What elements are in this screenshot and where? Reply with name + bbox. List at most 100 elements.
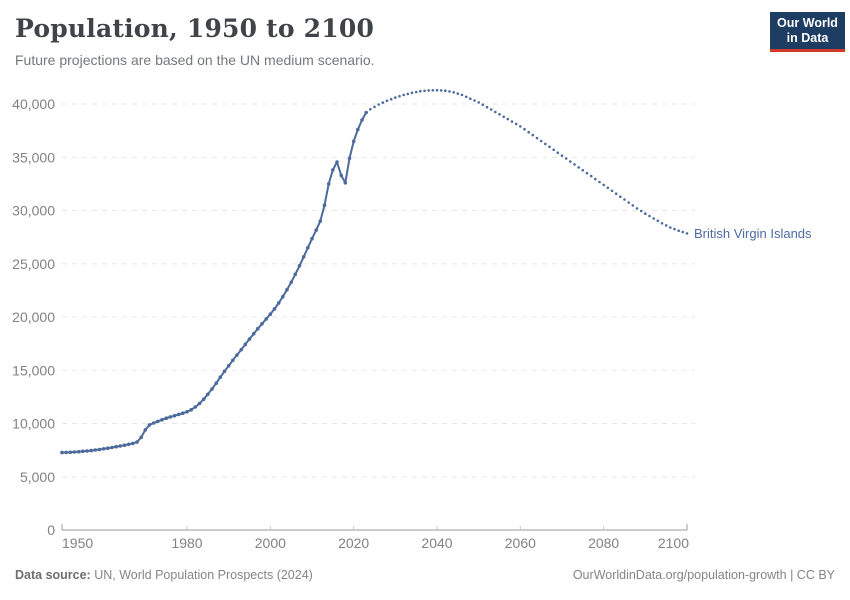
data-point-marker (226, 364, 231, 368)
data-point-marker (151, 421, 156, 425)
data-point-marker (235, 353, 239, 357)
data-point-marker (118, 444, 123, 448)
projection-dot (506, 117, 510, 121)
data-point-marker (297, 264, 302, 268)
data-point-marker (255, 326, 260, 331)
projection-dot (477, 101, 481, 104)
projection-dot (389, 97, 393, 101)
data-point-marker (189, 408, 193, 412)
projection-dot (623, 198, 626, 201)
projection-dot (581, 168, 585, 172)
projection-dot (502, 115, 506, 119)
x-tick-label: 2100 (658, 535, 689, 551)
projection-dot (494, 110, 497, 114)
chart-subtitle: Future projections are based on the UN m… (15, 52, 375, 68)
projection-dot (619, 195, 622, 198)
projection-dot (448, 90, 451, 93)
y-tick-label: 30,000 (12, 203, 55, 219)
projection-dot (548, 145, 551, 149)
projection-dot (489, 108, 493, 111)
projection-dot (514, 122, 518, 126)
data-point-marker (351, 139, 356, 144)
projection-dot (644, 212, 647, 215)
data-source-text: UN, World Population Prospects (2024) (90, 568, 313, 582)
data-point-marker (60, 450, 64, 455)
data-point-marker (160, 418, 164, 422)
population-line-estimates[interactable] (61, 111, 368, 454)
projection-dot (373, 105, 376, 109)
projection-dot (560, 154, 564, 157)
y-tick-label: 20,000 (12, 309, 55, 325)
projection-dot (381, 101, 385, 104)
projection-dot (627, 201, 630, 204)
x-tick-label: 2060 (505, 535, 536, 551)
data-point-marker (306, 246, 310, 250)
owid-logo-text-line1: Our World (777, 16, 838, 30)
projection-dot (527, 130, 530, 134)
data-point-marker (214, 381, 218, 386)
projection-dot (394, 96, 397, 99)
projection-dot (385, 99, 389, 103)
data-point-marker (314, 228, 319, 232)
projection-dot (427, 89, 431, 92)
data-point-marker (131, 441, 135, 446)
data-point-marker (285, 287, 289, 292)
data-point-marker (106, 446, 110, 451)
data-point-marker (318, 219, 323, 223)
y-tick-label: 35,000 (12, 149, 55, 165)
page-title: Population, 1950 to 2100 (15, 14, 375, 43)
projection-dot (402, 93, 406, 97)
projection-dot (535, 136, 539, 140)
entity-label[interactable]: British Virgin Islands (694, 226, 812, 241)
data-point-marker (201, 397, 206, 402)
projection-dot (685, 232, 689, 235)
data-point-marker (364, 110, 369, 115)
data-point-marker (247, 337, 252, 341)
x-tick-label: 2040 (421, 535, 452, 551)
projection-dot (552, 148, 555, 152)
owid-logo[interactable]: Our World in Data (770, 12, 845, 52)
projection-dot (556, 151, 560, 154)
data-point-marker (114, 444, 118, 449)
projection-dot (677, 229, 680, 232)
projection-dot (369, 108, 372, 111)
projection-dot (485, 105, 489, 109)
projection-dot (577, 166, 580, 169)
x-tick-label: 2000 (255, 535, 286, 551)
data-point-marker (168, 415, 173, 419)
projection-dot (648, 214, 651, 218)
credit-link[interactable]: OurWorldinData.org/population-growth | C… (573, 568, 835, 582)
projection-dot (377, 103, 381, 106)
projection-dot (452, 91, 456, 94)
data-point-marker (172, 413, 177, 418)
data-point-marker (81, 449, 85, 454)
data-point-marker (272, 307, 277, 311)
projection-dot (544, 142, 547, 146)
projection-dot (456, 92, 460, 95)
y-tick-label: 40,000 (12, 96, 55, 112)
projection-dot (473, 99, 476, 102)
projection-dot (439, 89, 443, 92)
projection-dot (414, 90, 418, 94)
projection-dot (656, 219, 660, 223)
data-point-marker (331, 168, 335, 172)
projection-dot (631, 204, 635, 207)
data-point-marker (164, 416, 168, 421)
data-point-marker (251, 332, 256, 336)
data-point-marker (185, 410, 189, 414)
data-point-marker (93, 448, 98, 452)
data-point-marker (326, 182, 331, 186)
data-point-marker (239, 347, 243, 352)
projection-dot (510, 120, 514, 123)
projection-dot (519, 125, 522, 128)
projection-dot (569, 160, 572, 163)
projection-dot (664, 224, 668, 227)
data-point-marker (276, 301, 281, 305)
credit-text[interactable]: OurWorldinData.org/population-growth | C… (572, 568, 835, 582)
data-point-marker (301, 254, 306, 259)
projection-dot (444, 89, 447, 92)
data-point-marker (335, 160, 339, 164)
projection-dot (681, 230, 685, 234)
projection-dot (635, 207, 639, 210)
